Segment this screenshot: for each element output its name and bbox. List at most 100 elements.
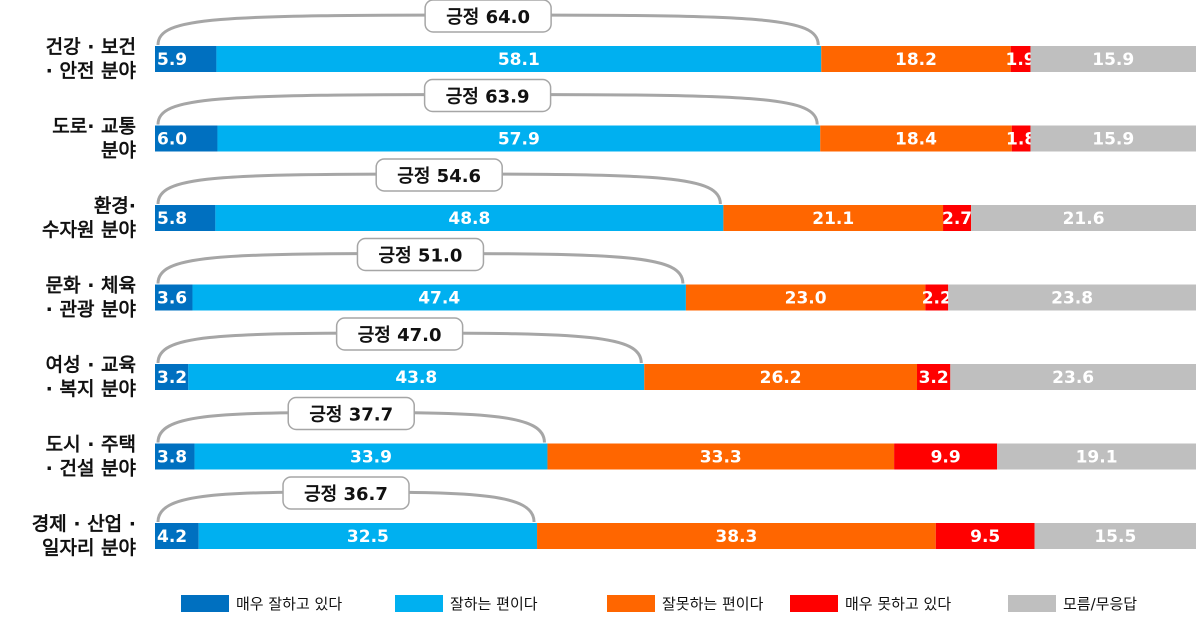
bar-row: 문화 · 체육 · 관광 분야 3.6 47.4 23.0 2.2 23.8 긍정 51.0 (46, 237, 1196, 321)
data-label: 3.6 (157, 289, 187, 309)
bar-segment (950, 364, 1196, 390)
data-label: 19.1 (1076, 448, 1118, 468)
data-label: 6.0 (157, 130, 187, 150)
category-label-line: 환경· (94, 195, 136, 217)
data-label: 18.2 (895, 50, 937, 70)
bar-segment (917, 364, 951, 390)
data-label: 9.5 (970, 527, 1000, 547)
positive-total-box (282, 476, 410, 510)
data-label: 23.8 (1051, 289, 1093, 309)
data-label: 1.9 (1006, 50, 1036, 70)
bar-segment (685, 284, 926, 311)
category-label-line: 건강 · 보건 (46, 36, 136, 58)
positive-total-box (423, 78, 552, 113)
legend-item: 매우 못하고 있다 (790, 595, 951, 613)
data-label: 33.3 (700, 448, 742, 468)
bar-segment (155, 523, 199, 549)
bar-segment (188, 364, 645, 390)
bar-segment (894, 443, 998, 470)
category-label-line: 문화 · 체육 (46, 275, 136, 297)
legend-label: 잘못하는 편이다 (662, 595, 764, 613)
data-label: 5.9 (157, 50, 187, 70)
data-label: 18.4 (895, 130, 937, 150)
category-label-line: · 건설 분야 (46, 458, 137, 480)
legend-swatch (181, 595, 229, 612)
category-label: 경제 · 산업 · 일자리 분야 (32, 513, 137, 559)
legend-swatch (1008, 595, 1056, 612)
data-label: 4.2 (157, 527, 187, 547)
bar-row: 도시 · 주택 · 건설 분야 3.8 33.9 33.3 9.9 19.1 긍정 37.7 (46, 396, 1196, 480)
data-label: 21.6 (1063, 209, 1105, 229)
bar-segment (198, 523, 538, 549)
data-label: 58.1 (498, 50, 540, 70)
category-label-line: · 관광 분야 (46, 299, 137, 321)
bar-segment (1030, 125, 1196, 152)
positive-total-label: 긍정 64.0 (446, 7, 530, 28)
bar-segment (155, 364, 189, 390)
bar-segment (1030, 46, 1196, 72)
data-label: 38.3 (715, 527, 757, 547)
positive-total-box (424, 0, 552, 33)
bar-row: 경제 · 산업 · 일자리 분야 4.2 32.5 38.3 9.5 15.5 긍정 36.7 (32, 476, 1196, 559)
bar-segment (943, 205, 972, 231)
category-label-line: · 복지 분야 (46, 378, 137, 400)
data-label: 21.1 (812, 209, 854, 229)
bar-segment (216, 46, 822, 72)
category-label-line: 여성 · 교육 (46, 354, 136, 376)
positive-total-label: 긍정 36.7 (304, 484, 388, 505)
data-label: 48.8 (448, 209, 490, 229)
legend-item: 모름/무응답 (1008, 595, 1137, 613)
data-label: 3.2 (919, 368, 949, 388)
legend-label: 모름/무응답 (1063, 595, 1137, 613)
category-label-line: · 안전 분야 (46, 60, 137, 82)
bar-row: 환경· 수자원 분야 5.8 48.8 21.1 2.7 21.6 긍정 54.6 (42, 158, 1196, 241)
bar-segment (820, 125, 1012, 152)
legend-swatch (607, 595, 655, 612)
data-label: 47.4 (418, 289, 460, 309)
data-label: 1.8 (1006, 130, 1036, 150)
bar-segment (935, 523, 1035, 549)
category-label: 문화 · 체육 · 관광 분야 (46, 275, 137, 321)
data-label: 26.2 (760, 368, 802, 388)
data-label: 3.2 (157, 368, 187, 388)
data-label: 5.8 (157, 209, 187, 229)
bar-segment (155, 284, 193, 311)
legend-label: 잘하는 편이다 (450, 595, 538, 613)
legend-item: 잘하는 편이다 (395, 595, 538, 613)
bar-segment (217, 125, 821, 152)
category-label: 환경· 수자원 분야 (42, 195, 137, 241)
positive-total-label: 긍정 51.0 (379, 246, 463, 267)
bar-row: 도로· 교통 분야 6.0 57.9 18.4 1.8 15.9 긍정 63.9 (52, 78, 1196, 162)
category-label: 도로· 교통 분야 (52, 116, 136, 162)
bar-segment (997, 443, 1196, 470)
data-label: 3.8 (157, 448, 187, 468)
category-label-line: 도시 · 주택 (46, 434, 136, 456)
positive-total-label: 긍정 63.9 (446, 87, 530, 108)
bar-segment (155, 46, 217, 72)
legend-label: 매우 잘하고 있다 (236, 595, 342, 613)
positive-total-label: 긍정 54.6 (397, 166, 481, 187)
bar-segment (155, 205, 216, 231)
bar-segment (723, 205, 944, 231)
data-label: 32.5 (347, 527, 389, 547)
category-label-line: 분야 (101, 140, 136, 162)
data-label: 15.5 (1094, 527, 1136, 547)
data-label: 15.9 (1092, 130, 1134, 150)
bar-segment (948, 284, 1196, 311)
data-label: 2.2 (922, 289, 952, 309)
data-label: 15.9 (1092, 50, 1134, 70)
bar-segment (215, 205, 724, 231)
bar-segment (1011, 125, 1031, 152)
bar-segment (1010, 46, 1031, 72)
data-label: 43.8 (395, 368, 437, 388)
bar-segment (547, 443, 895, 470)
category-label-line: 일자리 분야 (42, 537, 137, 559)
category-label-line: 경제 · 산업 · (32, 513, 136, 535)
positive-total-label: 긍정 47.0 (358, 325, 442, 346)
category-label-line: 도로· 교통 (52, 116, 136, 138)
bar-segment (821, 46, 1011, 72)
bar-segment (537, 523, 936, 549)
bar-segment (155, 443, 195, 470)
category-label-line: 수자원 분야 (42, 219, 137, 241)
